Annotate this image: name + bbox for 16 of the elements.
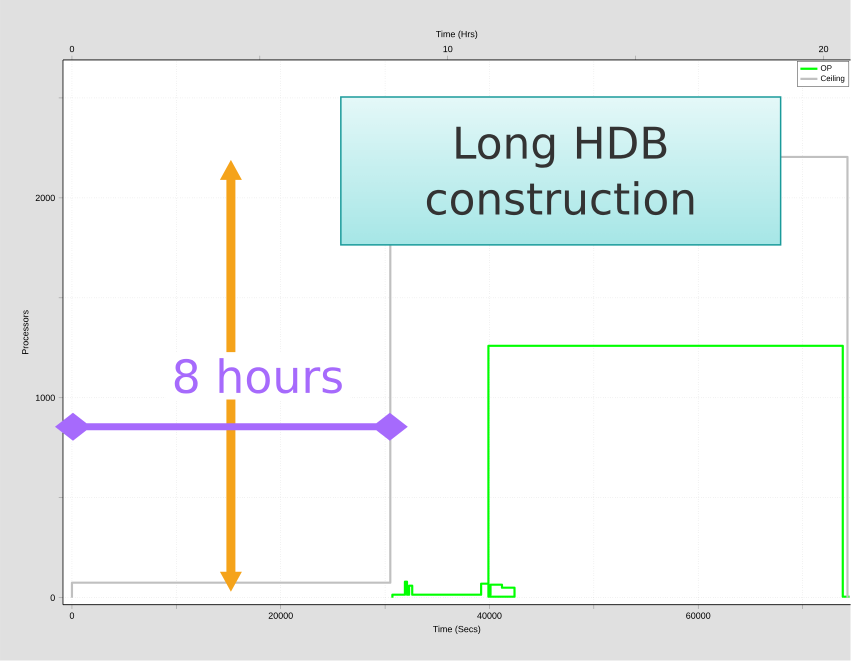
annotation: 8 hours bbox=[174, 358, 342, 394]
x-tick-label: 40000 bbox=[477, 612, 502, 619]
y-tick-label: 1000 bbox=[36, 394, 55, 402]
x2-tick-label: 20 bbox=[819, 46, 828, 52]
x2-tick-label: 0 bbox=[70, 46, 74, 52]
y-tick-label: 2000 bbox=[36, 194, 55, 202]
x-tick-label: 0 bbox=[70, 612, 74, 619]
y-axis-title: Processors bbox=[22, 310, 28, 354]
x-tick-label: 60000 bbox=[686, 612, 710, 619]
x-tick-label: 20000 bbox=[268, 612, 293, 619]
x2-axis-title: Time (Hrs) bbox=[436, 30, 478, 40]
line-series bbox=[391, 344, 851, 599]
x2-tick-label: 10 bbox=[443, 46, 452, 52]
x-axis-title: Time (Secs) bbox=[433, 626, 480, 634]
y-tick-label: 0 bbox=[50, 594, 55, 602]
annotation: Long HDB construction bbox=[426, 126, 694, 216]
